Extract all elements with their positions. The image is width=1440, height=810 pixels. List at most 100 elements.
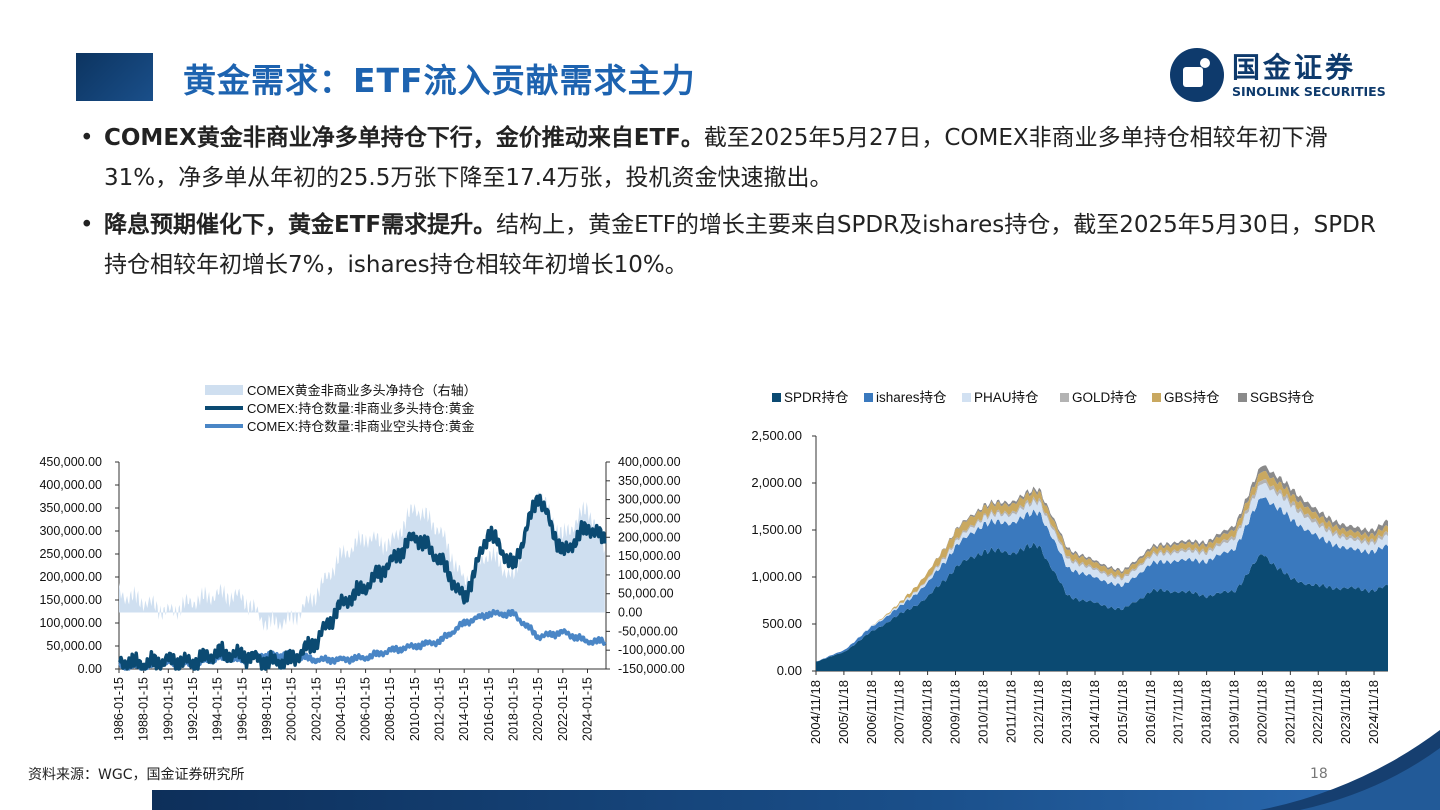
y-tick-label-right: 50,000.00 bbox=[618, 587, 674, 601]
x-tick-label: 2000-01-15 bbox=[285, 677, 299, 741]
y-tick-label-left: 350,000.00 bbox=[39, 501, 102, 515]
x-tick-label: 2002-01-15 bbox=[309, 677, 323, 741]
area-series-1 bbox=[816, 542, 1388, 671]
bullet-list: • COMEX黄金非商业净多单持仓下行，金价推动来自ETF。截至2025年5月2… bbox=[80, 118, 1380, 292]
page-number: 18 bbox=[1310, 766, 1328, 782]
y-tick-label-right: -150,000.00 bbox=[618, 662, 685, 676]
legend-label: GOLD持仓 bbox=[1072, 390, 1138, 405]
legend-swatch bbox=[1060, 393, 1069, 402]
x-tick-label: 2008-01-15 bbox=[383, 677, 397, 741]
x-tick-label: 2022/11/18 bbox=[1310, 680, 1325, 744]
bullet-item-1: • COMEX黄金非商业净多单持仓下行，金价推动来自ETF。截至2025年5月2… bbox=[80, 118, 1380, 198]
x-tick-label: 2012/11/18 bbox=[1031, 680, 1046, 744]
y-tick-label: 0.00 bbox=[777, 663, 802, 678]
legend-swatch bbox=[1238, 393, 1247, 402]
legend-swatch bbox=[205, 385, 243, 395]
x-tick-label: 2017/11/18 bbox=[1171, 680, 1186, 744]
bullet-2-text: 结构上，黄金ETF的增长主要来自SPDR及ishares持仓，截至2025年5月… bbox=[104, 212, 1376, 278]
bullet-item-2: • 降息预期催化下，黄金ETF需求提升。结构上，黄金ETF的增长主要来自SPDR… bbox=[80, 205, 1380, 285]
x-tick-label: 2014-01-15 bbox=[457, 677, 471, 741]
logo: 国金证券 SINOLINK SECURITIES bbox=[1170, 46, 1410, 104]
y-tick-label-left: 450,000.00 bbox=[39, 455, 102, 469]
y-tick-label-right: -50,000.00 bbox=[618, 624, 678, 638]
legend-swatch bbox=[1152, 393, 1161, 402]
y-tick-label-right: 150,000.00 bbox=[618, 549, 681, 563]
x-tick-label: 2016-01-15 bbox=[482, 677, 496, 741]
x-tick-label: 2021/11/18 bbox=[1282, 680, 1297, 744]
y-tick-label-left: 200,000.00 bbox=[39, 570, 102, 584]
title-accent-block bbox=[76, 53, 153, 101]
y-tick-label-left: 400,000.00 bbox=[39, 478, 102, 492]
y-tick-label-right: 250,000.00 bbox=[618, 511, 681, 525]
x-tick-label: 2007/11/18 bbox=[892, 680, 907, 744]
bullet-dot-icon: • bbox=[80, 125, 94, 151]
x-tick-label: 2018/11/18 bbox=[1199, 680, 1214, 744]
x-tick-label: 1992-01-15 bbox=[186, 677, 200, 741]
legend-label: GBS持仓 bbox=[1164, 390, 1220, 405]
x-tick-label: 2004-01-15 bbox=[334, 677, 348, 741]
y-tick-label-left: 150,000.00 bbox=[39, 593, 102, 607]
x-tick-label: 2004/11/18 bbox=[808, 680, 823, 744]
x-tick-label: 2011/11/18 bbox=[1003, 680, 1018, 743]
bullet-dot-icon: • bbox=[80, 212, 94, 238]
area-series-2 bbox=[816, 497, 1388, 662]
logo-cn-text: 国金证券 bbox=[1232, 51, 1357, 84]
logo-mark-icon bbox=[1170, 48, 1224, 102]
net-long-area bbox=[119, 490, 605, 631]
legend-label: COMEX黄金非商业多头净持仓（右轴） bbox=[247, 383, 477, 398]
long-positions-line bbox=[117, 493, 607, 671]
y-tick-label: 500.00 bbox=[762, 616, 802, 631]
x-tick-label: 2010-01-15 bbox=[408, 677, 422, 741]
y-tick-label-right: 0.00 bbox=[618, 606, 642, 620]
y-tick-label: 2,500.00 bbox=[751, 428, 802, 443]
x-tick-label: 2013/11/18 bbox=[1059, 680, 1074, 744]
source-note: 资料来源：WGC，国金证券研究所 bbox=[28, 767, 245, 783]
x-tick-label: 1994-01-15 bbox=[211, 677, 225, 741]
legend-swatch bbox=[772, 393, 781, 402]
logo-en-text: SINOLINK SECURITIES bbox=[1232, 84, 1386, 99]
y-tick-label-left: 300,000.00 bbox=[39, 524, 102, 538]
x-tick-label: 2009/11/18 bbox=[948, 680, 963, 744]
x-tick-label: 2018-01-15 bbox=[507, 677, 521, 741]
x-tick-label: 2020-01-15 bbox=[531, 677, 545, 741]
y-tick-label-right: 200,000.00 bbox=[618, 530, 681, 544]
legend-label: SGBS持仓 bbox=[1250, 390, 1315, 405]
x-tick-label: 2023/11/18 bbox=[1338, 680, 1353, 744]
x-tick-label: 2015/11/18 bbox=[1115, 680, 1130, 744]
x-tick-label: 2005/11/18 bbox=[836, 680, 851, 744]
y-tick-label-right: 300,000.00 bbox=[618, 493, 681, 507]
legend-label: PHAU持仓 bbox=[974, 390, 1039, 405]
y-tick-label: 2,000.00 bbox=[751, 475, 802, 490]
x-tick-label: 2016/11/18 bbox=[1143, 680, 1158, 744]
x-tick-label: 1996-01-15 bbox=[235, 677, 249, 741]
x-tick-label: 2014/11/18 bbox=[1087, 680, 1102, 744]
comex-positions-chart: COMEX黄金非商业多头净持仓（右轴） COMEX:持仓数量:非商业多头持仓:黄金… bbox=[39, 383, 685, 741]
bullet-1-text: 截至2025年5月27日，COMEX非商业多单持仓相较年初下滑31%，净多单从年… bbox=[104, 125, 1328, 191]
y-tick-label-left: 100,000.00 bbox=[39, 616, 102, 630]
x-tick-label: 2010/11/18 bbox=[975, 680, 990, 744]
y-tick-label-right: 350,000.00 bbox=[618, 474, 681, 488]
y-tick-label-right: -100,000.00 bbox=[618, 643, 685, 657]
x-tick-label: 2006-01-15 bbox=[359, 677, 373, 741]
gold-etf-holdings-chart: SPDR持仓 ishares持仓 PHAU持仓 GOLD持仓 GBS持仓 SGBS持仓 2,… bbox=[751, 390, 1388, 744]
y-tick-label-right: 100,000.00 bbox=[618, 568, 681, 582]
x-tick-label: 2024-01-15 bbox=[581, 677, 595, 741]
bullet-1-bold: COMEX黄金非商业净多单持仓下行，金价推动来自ETF。 bbox=[104, 125, 704, 151]
legend-label: SPDR持仓 bbox=[784, 390, 849, 405]
x-tick-label: 2022-01-15 bbox=[556, 677, 570, 741]
x-tick-label: 1990-01-15 bbox=[161, 677, 175, 741]
x-tick-label: 2008/11/18 bbox=[920, 680, 935, 744]
x-tick-label: 2020/11/18 bbox=[1254, 680, 1269, 744]
footer-bar bbox=[152, 790, 1440, 810]
y-tick-label-right: 400,000.00 bbox=[618, 455, 681, 469]
x-tick-label: 2019/11/18 bbox=[1227, 680, 1242, 744]
footer-swoosh bbox=[1260, 730, 1440, 810]
x-tick-label: 1998-01-15 bbox=[260, 677, 274, 741]
legend-swatch bbox=[864, 393, 873, 402]
x-tick-label: 2012-01-15 bbox=[433, 677, 447, 741]
y-tick-label: 1,500.00 bbox=[751, 522, 802, 537]
x-tick-label: 1986-01-15 bbox=[112, 677, 126, 741]
page-title: 黄金需求：ETF流入贡献需求主力 bbox=[183, 61, 696, 100]
legend-swatch bbox=[962, 393, 971, 402]
x-tick-label: 2006/11/18 bbox=[864, 680, 879, 744]
